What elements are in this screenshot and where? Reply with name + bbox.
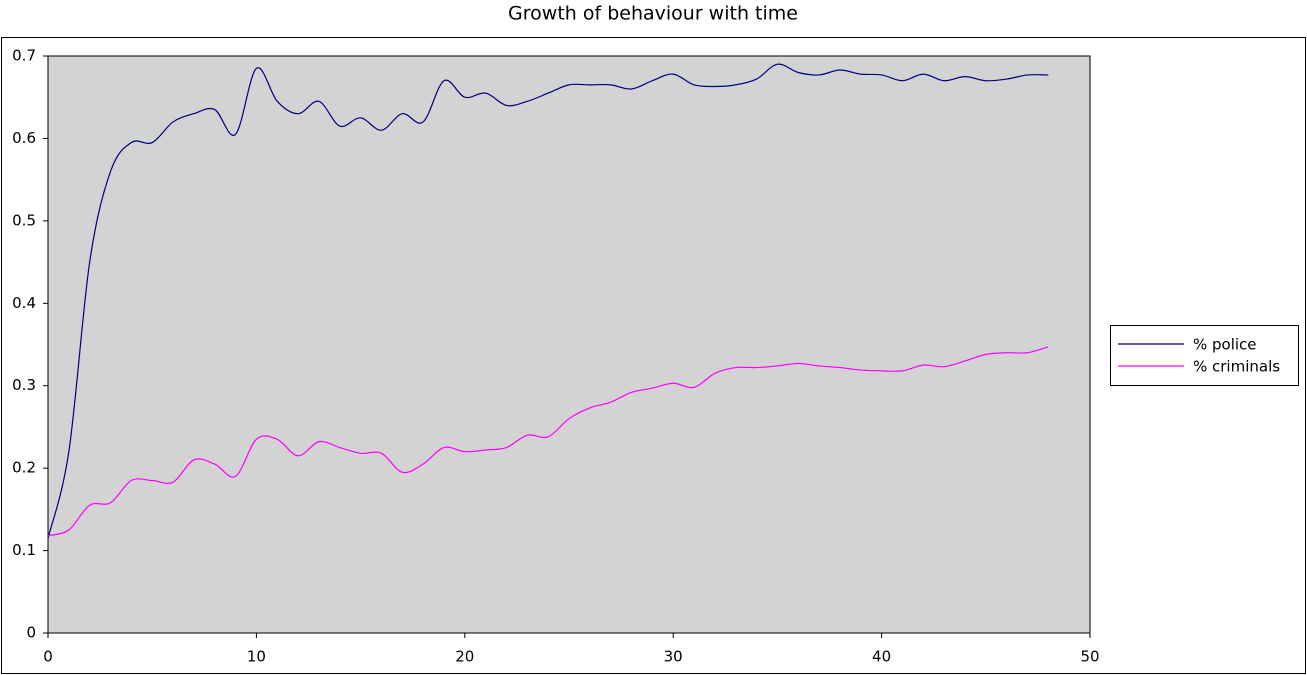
x-tick-label: 0 <box>43 648 53 666</box>
y-tick-label: 0 <box>26 624 36 642</box>
series-line <box>47 63 1049 539</box>
x-tick-label: 50 <box>1080 648 1099 666</box>
plot-area <box>47 55 1091 634</box>
x-tick-label: 20 <box>455 648 474 666</box>
x-tick-label: 30 <box>664 648 683 666</box>
y-tick-label: 0.3 <box>12 376 36 394</box>
y-tick-label: 0.5 <box>12 211 36 229</box>
y-tick-label: 0.4 <box>12 294 36 312</box>
y-tick-label: 0.1 <box>12 541 36 559</box>
legend-label: % police <box>1193 336 1257 354</box>
x-tick-label: 10 <box>247 648 266 666</box>
legend-label: % criminals <box>1193 358 1280 376</box>
chart-title: Growth of behaviour with time <box>508 3 798 25</box>
x-tick-label: 40 <box>872 648 891 666</box>
y-tick-label: 0.6 <box>12 129 36 147</box>
series-line <box>47 346 1049 537</box>
y-tick-label: 0.2 <box>12 459 36 477</box>
legend-box <box>1110 325 1299 386</box>
y-tick-label: 0.7 <box>12 47 36 65</box>
